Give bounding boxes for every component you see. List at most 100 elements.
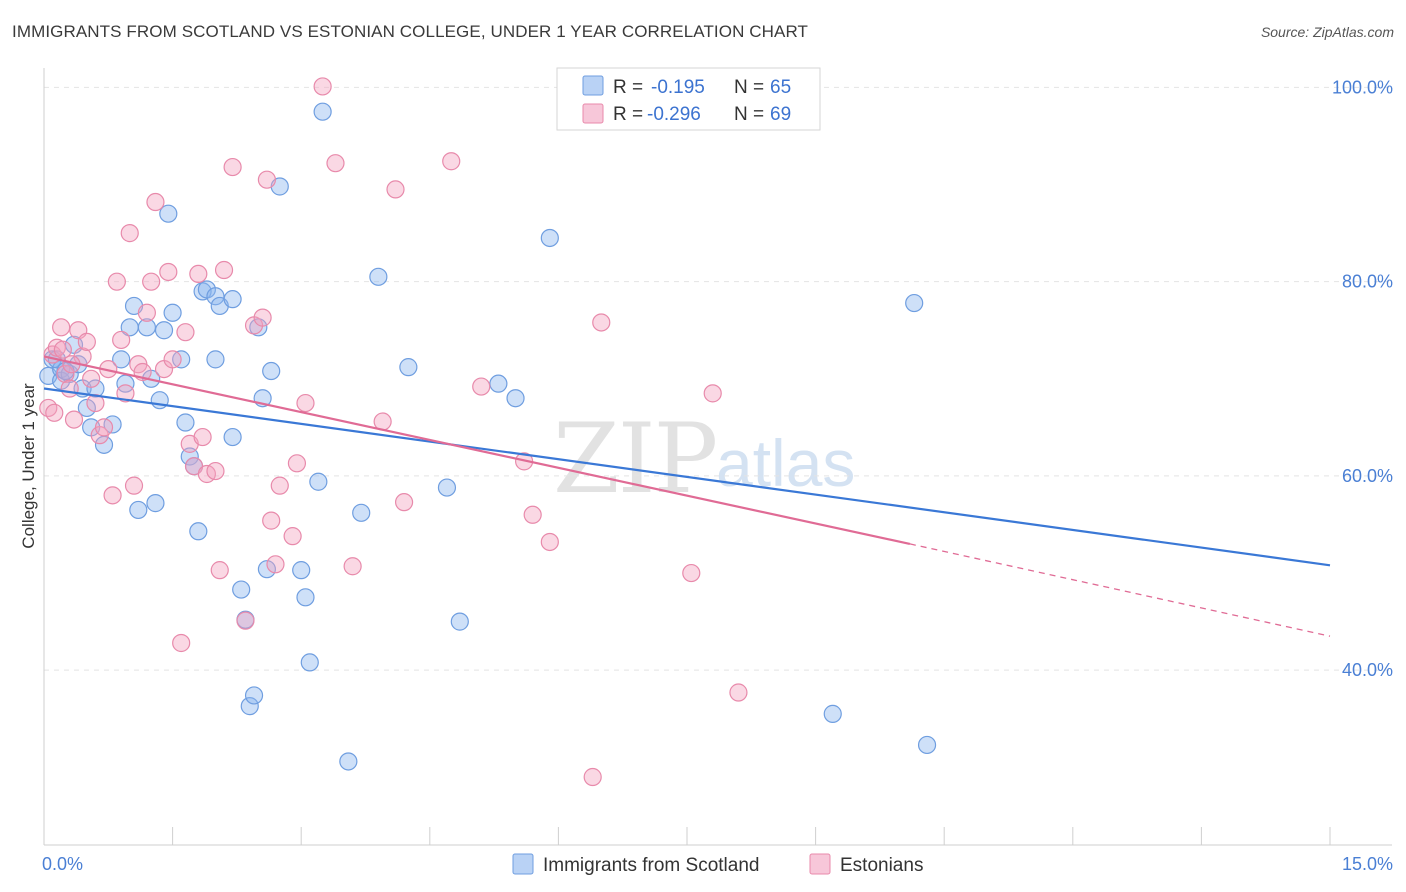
point-scotland — [352, 503, 371, 522]
source-label: Source: ZipAtlas.com — [1260, 24, 1394, 40]
point-estonians — [326, 154, 345, 173]
point-scotland — [489, 374, 508, 393]
point-scotland — [86, 379, 105, 398]
point-estonians — [189, 264, 208, 284]
point-estonians — [583, 767, 602, 787]
legend-r-value: -0.296 — [647, 104, 701, 125]
legend-r-label: R = — [613, 77, 643, 98]
point-estonians — [266, 555, 285, 574]
trend-lines — [43, 355, 1331, 637]
point-estonians — [236, 611, 255, 630]
trend-line-scotland — [43, 387, 1331, 567]
point-estonians — [394, 493, 414, 512]
point-estonians — [94, 418, 114, 437]
legend-r-label: R = — [613, 104, 643, 125]
point-estonians — [703, 384, 722, 403]
point-scotland — [257, 560, 277, 579]
point-estonians — [56, 364, 75, 384]
point-scotland — [77, 398, 96, 418]
legend-n-label: N = — [734, 104, 764, 125]
point-estonians — [82, 369, 101, 388]
point-scotland — [369, 267, 388, 286]
point-scotland — [137, 318, 156, 337]
point-scotland — [437, 478, 457, 497]
point-scotland — [300, 653, 319, 672]
watermark-zip: ZIP — [553, 403, 716, 515]
point-scotland — [917, 735, 937, 755]
point-scotland — [313, 102, 332, 121]
trend-line-estonians-extension — [909, 543, 1331, 637]
y-axis-label: College, Under 1 year — [19, 383, 38, 549]
point-estonians — [116, 384, 135, 403]
point-estonians — [77, 332, 96, 351]
point-scotland — [180, 447, 199, 466]
point-estonians — [124, 476, 144, 495]
point-scotland — [206, 350, 225, 369]
point-estonians — [64, 410, 84, 429]
point-scotland — [262, 361, 281, 381]
point-estonians — [223, 157, 242, 177]
trend-line-estonians — [43, 355, 911, 545]
point-scotland — [296, 588, 315, 607]
bottom-legend-label-scotland: Immigrants from Scotland — [543, 855, 759, 876]
point-scotland — [223, 427, 242, 447]
point-estonians — [45, 403, 64, 422]
point-scotland — [450, 612, 469, 631]
point-estonians — [107, 272, 126, 291]
point-estonians — [283, 527, 302, 546]
x-tick-labels: 0.0% 15.0% — [42, 854, 1393, 874]
y-tick-label: 40.0% — [1342, 660, 1393, 680]
y-tick-labels: 40.0% 60.0% 80.0% 100.0% — [1332, 77, 1393, 680]
point-estonians — [142, 272, 161, 291]
point-scotland — [309, 472, 328, 491]
point-scotland — [292, 561, 311, 580]
point-estonians — [592, 313, 611, 332]
point-scotland — [506, 389, 525, 408]
data-points — [39, 77, 937, 787]
point-estonians — [270, 476, 289, 495]
point-scotland — [176, 413, 195, 432]
watermark-atlas: atlas — [716, 426, 855, 500]
point-estonians — [120, 224, 139, 243]
point-estonians — [472, 377, 491, 396]
point-scotland — [129, 500, 148, 520]
bottom-legend-label-estonians: Estonians — [840, 855, 923, 876]
bottom-legend-swatch-scotland — [512, 853, 534, 875]
y-tick-label: 100.0% — [1332, 77, 1393, 97]
bottom-legend-swatch-estonians — [809, 853, 831, 875]
point-estonians — [193, 427, 212, 447]
axes — [43, 68, 1392, 846]
point-scotland — [244, 686, 264, 705]
gridlines — [44, 86, 1392, 671]
point-estonians — [257, 170, 277, 189]
point-estonians — [146, 192, 165, 212]
point-estonians — [262, 511, 281, 530]
point-scotland — [223, 290, 242, 309]
point-estonians — [60, 379, 79, 398]
point-estonians — [343, 557, 362, 576]
point-scotland — [232, 580, 251, 599]
point-estonians — [386, 180, 405, 199]
point-estonians — [172, 633, 191, 653]
bottom-legend: Immigrants from Scotland Estonians — [512, 853, 923, 876]
point-scotland — [112, 350, 131, 369]
point-estonians — [313, 77, 332, 96]
point-estonians — [540, 532, 559, 552]
point-scotland — [823, 704, 842, 723]
point-estonians — [214, 260, 234, 280]
point-scotland — [159, 204, 178, 223]
chart-title: IMMIGRANTS FROM SCOTLAND VS ESTONIAN COL… — [12, 22, 809, 41]
legend-n-label: N = — [734, 77, 764, 98]
point-estonians — [137, 303, 156, 322]
point-estonians — [729, 683, 748, 702]
point-estonians — [296, 393, 315, 413]
point-estonians — [52, 318, 71, 337]
point-estonians — [39, 398, 58, 418]
point-estonians — [206, 461, 225, 481]
point-scotland — [163, 303, 182, 322]
point-estonians — [442, 152, 461, 171]
legend-n-value: 65 — [770, 77, 791, 98]
y-tick-label: 80.0% — [1342, 272, 1393, 292]
point-estonians — [523, 505, 542, 524]
